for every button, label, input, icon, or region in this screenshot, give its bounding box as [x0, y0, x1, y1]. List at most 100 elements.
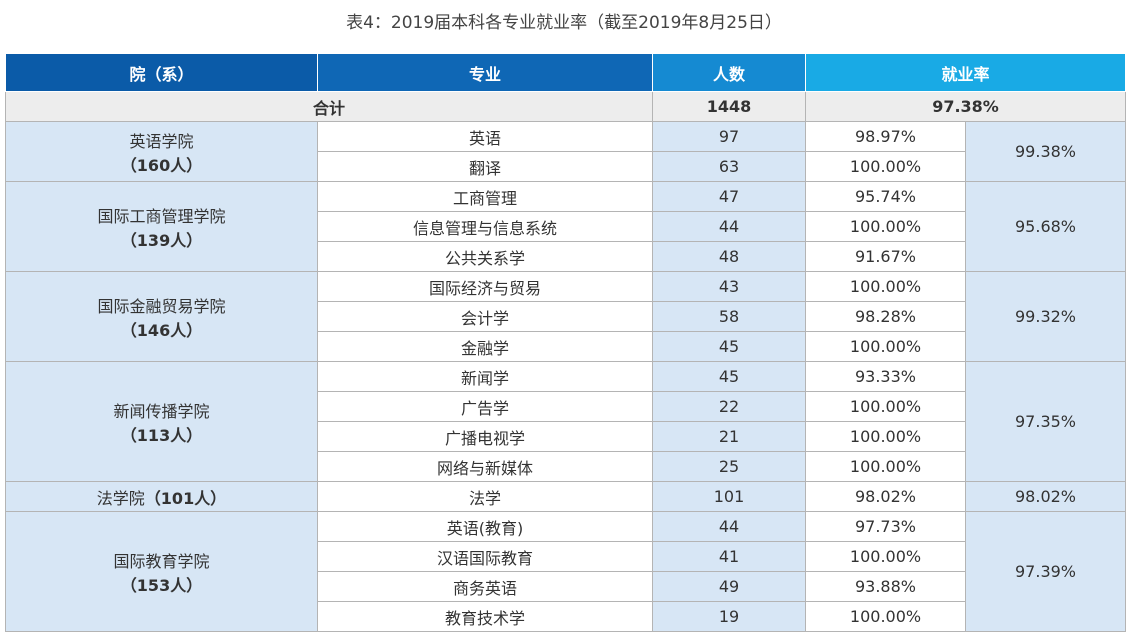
major-count: 19 [652, 601, 806, 632]
major-row: 国际教育学院 （153人） 英语(教育) 44 97.73% 97.39% [5, 511, 1127, 632]
total-label: 合计 [5, 91, 653, 122]
major-name: 工商管理 [317, 181, 653, 212]
major-count: 47 [652, 181, 806, 212]
header-cell: 院（系） [5, 53, 318, 92]
major-name: 英语 [317, 121, 653, 152]
major-count: 44 [652, 211, 806, 242]
major-count: 44 [652, 511, 806, 542]
major-count: 45 [652, 361, 806, 392]
college-name: 国际金融贸易学院 [97, 296, 226, 316]
college-count: （101人） [144, 488, 227, 508]
major-row: 教育技术学 19 100.00% [6, 601, 1126, 632]
header-cell: 人数 [652, 53, 806, 92]
major-name: 会计学 [317, 301, 653, 332]
total-row: 合计 1448 97.38% [5, 91, 1127, 122]
major-row: 英语学院 （160人） 英语 97 98.97% 99.38% [5, 121, 1127, 182]
major-rate: 95.74% [805, 181, 966, 212]
major-name: 网络与新媒体 [317, 451, 653, 482]
major-name: 法学 [317, 481, 653, 512]
college-name: 英语学院 [129, 131, 194, 151]
major-row: 广播电视学 21 100.00% [6, 421, 1126, 452]
college-rate: 97.39% [964, 511, 1127, 632]
college-cell: 英语学院 （160人） [5, 121, 318, 182]
college-name: 国际教育学院 [113, 551, 210, 571]
major-rate: 97.73% [805, 511, 966, 542]
college-rate: 97.35% [964, 361, 1127, 482]
major-row: 国际金融贸易学院 （146人） 国际经济与贸易 43 100.00% 99.32% [5, 271, 1127, 362]
major-name: 教育技术学 [317, 601, 653, 632]
major-count: 41 [652, 541, 806, 572]
major-rate: 100.00% [805, 541, 966, 572]
major-count: 21 [652, 421, 806, 452]
college-count: （139人） [120, 230, 203, 250]
major-name: 广告学 [317, 391, 653, 422]
major-row: 金融学 45 100.00% [6, 331, 1126, 362]
major-rate: 93.33% [805, 361, 966, 392]
college-count: （160人） [120, 155, 203, 175]
table-body: 合计 1448 97.38% 英语学院 （160人） 英语 97 98.97% 99.38… [5, 91, 1127, 632]
major-count: 97 [652, 121, 806, 152]
college-cell: 国际金融贸易学院 （146人） [5, 271, 318, 362]
major-rate: 93.88% [805, 571, 966, 602]
college-count: （113人） [120, 425, 203, 445]
college-count: （153人） [120, 575, 203, 595]
major-rate: 100.00% [805, 331, 966, 362]
major-count: 58 [652, 301, 806, 332]
college-cell: 新闻传播学院 （113人） [5, 361, 318, 482]
college-name: 国际工商管理学院 [97, 206, 226, 226]
major-rate: 98.97% [805, 121, 966, 152]
major-count: 101 [652, 481, 806, 512]
major-name: 汉语国际教育 [317, 541, 653, 572]
major-row: 新闻传播学院 （113人） 新闻学 45 93.33% 97.35% [5, 361, 1127, 482]
major-rate: 100.00% [805, 211, 966, 242]
major-count: 43 [652, 271, 806, 302]
header-cell: 就业率 [804, 53, 1127, 92]
college-rate: 99.32% [964, 271, 1127, 362]
college-rate: 98.02% [964, 481, 1127, 512]
major-name: 金融学 [317, 331, 653, 362]
major-name: 公共关系学 [317, 241, 653, 272]
major-row: 国际工商管理学院 （139人） 工商管理 47 95.74% 95.68% [5, 181, 1127, 272]
college-cell: 国际工商管理学院 （139人） [5, 181, 318, 272]
major-row: 会计学 58 98.28% [6, 301, 1126, 332]
college-name: 新闻传播学院 [113, 401, 210, 421]
major-rate: 100.00% [805, 391, 966, 422]
major-row: 广告学 22 100.00% [6, 391, 1126, 422]
major-rate: 100.00% [805, 151, 966, 182]
total-rate: 97.38% [804, 91, 1127, 122]
major-name: 广播电视学 [317, 421, 653, 452]
major-rate: 100.00% [805, 271, 966, 302]
major-count: 49 [652, 571, 806, 602]
major-count: 63 [652, 151, 806, 182]
major-name: 商务英语 [317, 571, 653, 602]
major-count: 25 [652, 451, 806, 482]
major-name: 英语(教育) [317, 511, 653, 542]
major-count: 45 [652, 331, 806, 362]
college-rate: 99.38% [964, 121, 1127, 182]
major-rate: 98.02% [805, 481, 966, 512]
college-rate: 95.68% [964, 181, 1127, 272]
major-name: 国际经济与贸易 [317, 271, 653, 302]
major-rate: 100.00% [805, 451, 966, 482]
major-row: 法学院（101人） 法学 101 98.02% 98.02% [5, 481, 1127, 512]
header-cell: 专业 [317, 53, 653, 92]
table-title: 表4：2019届本科各专业就业率（截至2019年8月25日） [346, 13, 782, 33]
major-count: 22 [652, 391, 806, 422]
major-name: 信息管理与信息系统 [317, 211, 653, 242]
header-row: 院（系） 专业 人数 就业率 [5, 53, 1127, 92]
college-cell: 法学院（101人） [5, 481, 318, 512]
college-name: 法学院 [96, 488, 145, 508]
major-rate: 98.28% [805, 301, 966, 332]
major-rate: 91.67% [805, 241, 966, 272]
total-count: 1448 [652, 91, 806, 122]
major-name: 翻译 [317, 151, 653, 182]
college-cell: 国际教育学院 （153人） [5, 511, 318, 632]
major-rate: 100.00% [805, 421, 966, 452]
major-row: 翻译 63 100.00% [6, 151, 1126, 182]
employment-table: 院（系） 专业 人数 就业率 合计 1448 97.38% 英语学院 （160人）… [5, 53, 1127, 632]
major-row: 公共关系学 48 91.67% [6, 241, 1126, 272]
major-name: 新闻学 [317, 361, 653, 392]
major-rate: 100.00% [805, 601, 966, 632]
major-count: 48 [652, 241, 806, 272]
